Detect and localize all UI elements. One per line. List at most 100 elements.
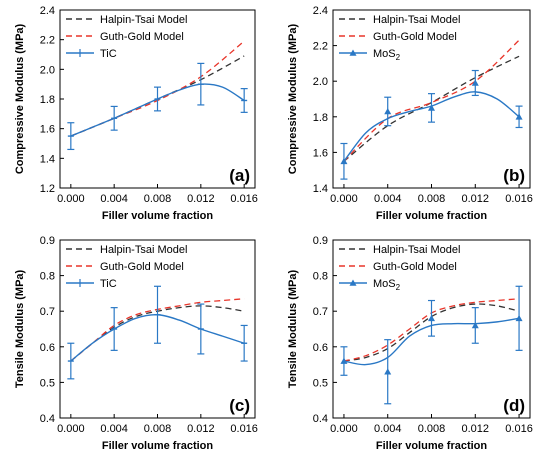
y-tick-label: 0.4 (40, 413, 55, 425)
x-tick-label: 0.008 (144, 423, 172, 435)
legend-label: MoS2 (373, 48, 401, 62)
x-tick-label: 0.000 (57, 193, 85, 205)
series-2 (340, 285, 523, 405)
legend-label-text: Halpin-Tsai Model (100, 14, 187, 26)
x-axis-label: Filler volume fraction (376, 210, 488, 222)
x-axis-label: Filler volume fraction (102, 210, 214, 222)
legend-label-text: Guth-Gold Model (373, 261, 457, 273)
y-tick-label: 2.0 (313, 76, 328, 88)
legend-label-text: Halpin-Tsai Model (373, 14, 460, 26)
legend-label: Guth-Gold Model (100, 261, 184, 273)
x-tick-label: 0.000 (330, 423, 358, 435)
x-tick-label: 0.004 (374, 423, 402, 435)
x-axis-label: Filler volume fraction (102, 440, 214, 452)
data-point-marker (515, 314, 523, 322)
data-point-marker (428, 314, 435, 322)
panel-c: 0.000 0.004 0.008 0.012 0.016 0.4 0.5 0.6 0.7 0.8… (14, 235, 258, 452)
legend-label-subscript: 2 (396, 53, 401, 62)
data-point-marker (471, 79, 479, 86)
x-tick-label: 0.016 (505, 193, 533, 205)
y-tick-label: 0.6 (313, 342, 328, 354)
data-point-marker (515, 113, 523, 120)
legend-label-text: Guth-Gold Model (100, 261, 184, 273)
legend-label: Halpin-Tsai Model (373, 244, 460, 256)
x-tick-label: 0.004 (100, 193, 128, 205)
x-tick-label: 0.012 (187, 423, 215, 435)
legend-label: Guth-Gold Model (373, 261, 457, 273)
x-tick-label: 0.012 (187, 193, 215, 205)
y-axis-label: Tensile Modulus (MPa) (14, 269, 26, 388)
y-tick-label: 1.2 (40, 183, 55, 195)
y-axis-label: Compressive Modulus (MPa) (14, 23, 26, 174)
panel-letter: (b) (503, 166, 525, 185)
y-tick-label: 0.9 (313, 235, 328, 247)
legend-label-text: Halpin-Tsai Model (100, 244, 187, 256)
legend-label-text: Guth-Gold Model (100, 31, 184, 43)
y-tick-label: 1.6 (40, 124, 55, 136)
y-tick-label: 0.6 (40, 342, 55, 354)
panel-letter: (a) (229, 166, 250, 185)
data-point-marker (471, 321, 479, 329)
y-tick-label: 0.8 (313, 271, 328, 283)
legend-label: Halpin-Tsai Model (373, 14, 460, 26)
x-tick-label: 0.008 (418, 193, 446, 205)
legend-label: TiC (100, 48, 117, 60)
x-tick-label: 0.012 (462, 193, 490, 205)
series-line (343, 39, 520, 162)
legend-label: TiC (100, 278, 117, 290)
legend-label-subscript: 2 (396, 283, 401, 292)
data-point-marker (340, 357, 348, 364)
y-tick-label: 2.2 (40, 35, 55, 47)
legend-marker (349, 279, 357, 286)
legend: Halpin-Tsai Model Guth-Gold Model TiC (66, 244, 187, 290)
legend-label-text: Halpin-Tsai Model (373, 244, 460, 256)
x-tick-label: 0.016 (230, 193, 258, 205)
legend-label: Halpin-Tsai Model (100, 244, 187, 256)
data-point-marker (384, 107, 392, 115)
x-tick-label: 0.008 (418, 423, 446, 435)
series-2 (67, 62, 248, 151)
y-tick-label: 0.7 (313, 306, 328, 318)
data-point-marker (428, 104, 435, 111)
y-tick-label: 0.4 (313, 413, 328, 425)
x-tick-label: 0.016 (230, 423, 258, 435)
y-tick-label: 2.4 (40, 5, 55, 17)
x-tick-label: 0.008 (144, 193, 172, 205)
x-tick-label: 0.016 (505, 423, 533, 435)
panel-letter: (d) (503, 396, 525, 415)
y-tick-label: 1.8 (313, 112, 328, 124)
y-tick-label: 2.4 (313, 5, 328, 17)
y-tick-label: 1.4 (40, 153, 55, 165)
legend: Halpin-Tsai Model Guth-Gold Model MoS2 (339, 14, 460, 62)
x-tick-label: 0.000 (57, 423, 85, 435)
data-point-marker (340, 157, 348, 165)
legend: Halpin-Tsai Model Guth-Gold Model MoS2 (339, 244, 460, 292)
legend-label: Halpin-Tsai Model (100, 14, 187, 26)
legend: Halpin-Tsai Model Guth-Gold Model TiC (66, 14, 187, 60)
x-axis-label: Filler volume fraction (376, 440, 488, 452)
legend-label-text: TiC (100, 48, 117, 60)
y-axis-label: Tensile Modulus (MPa) (287, 269, 299, 388)
legend-label: Guth-Gold Model (373, 31, 457, 43)
x-tick-label: 0.004 (100, 423, 128, 435)
series-line (343, 55, 520, 162)
y-tick-label: 1.8 (40, 94, 55, 106)
data-point-marker (384, 368, 392, 375)
legend-label-text: MoS (373, 278, 396, 290)
y-tick-label: 2.2 (313, 41, 328, 53)
y-tick-label: 1.6 (313, 147, 328, 159)
legend-marker (349, 49, 357, 56)
y-tick-label: 0.5 (40, 377, 55, 389)
y-tick-label: 0.5 (313, 377, 328, 389)
x-tick-label: 0.000 (330, 193, 358, 205)
y-axis-label: Compressive Modulus (MPa) (287, 23, 299, 174)
panel-d: 0.000 0.004 0.008 0.012 0.016 0.4 0.5 0.6 0.7 0.8… (287, 235, 533, 452)
y-tick-label: 2.0 (40, 64, 55, 76)
panel-a: 0.000 0.004 0.008 0.012 0.016 1.2 1.4 1.6 1.8 2.0… (14, 5, 258, 222)
panel-letter: (c) (229, 396, 250, 415)
y-tick-label: 1.4 (313, 183, 328, 195)
series-2 (67, 285, 248, 380)
legend-label: MoS2 (373, 278, 401, 292)
series-2 (340, 69, 523, 180)
series-0 (343, 55, 520, 162)
